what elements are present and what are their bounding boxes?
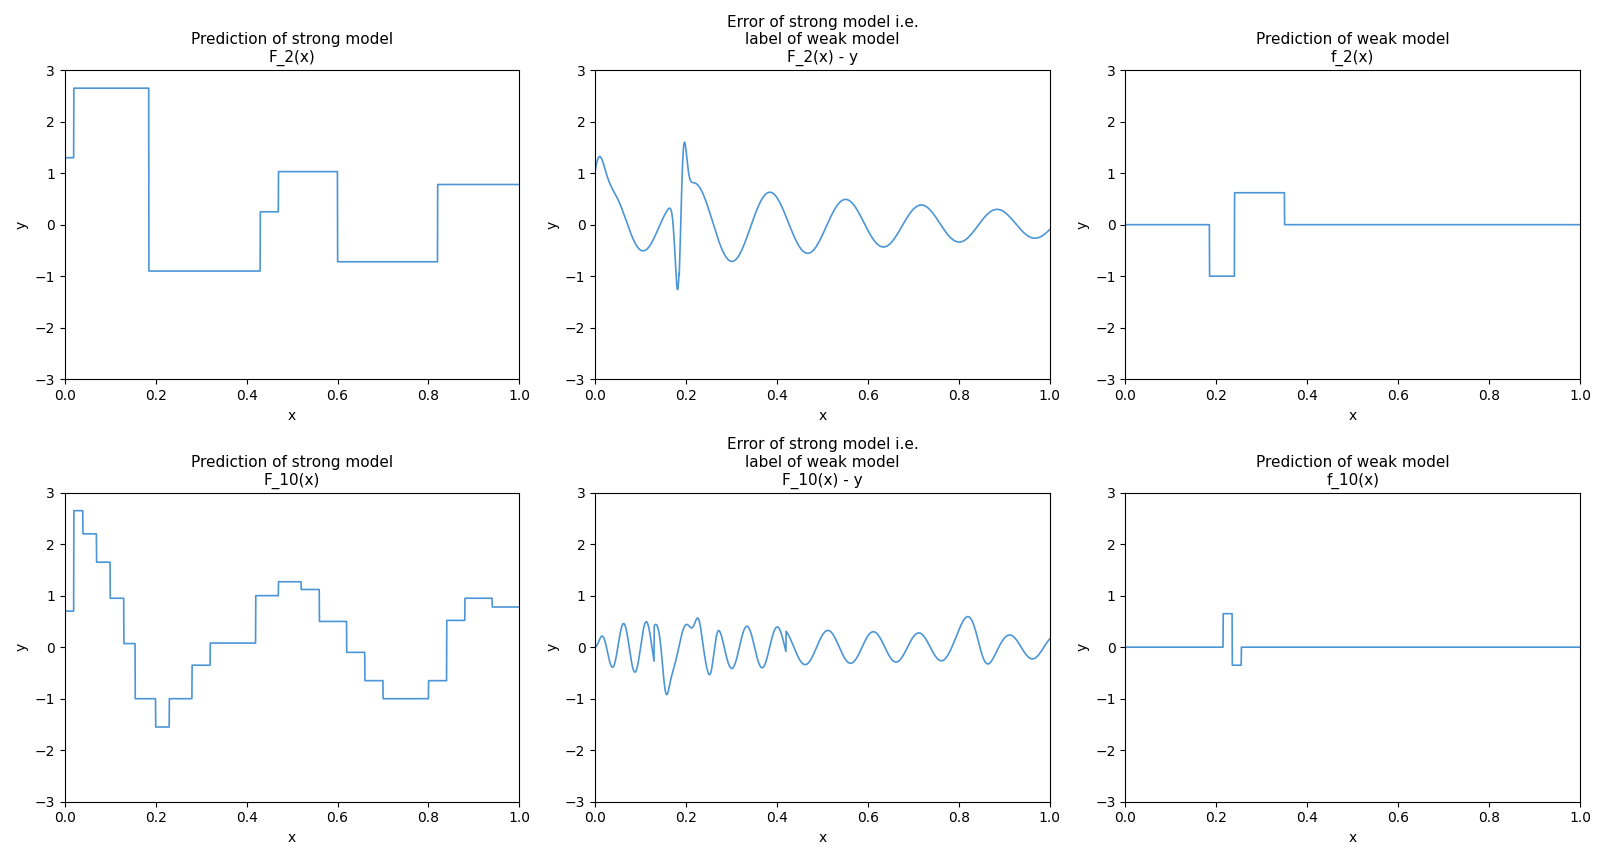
Y-axis label: y: y	[14, 643, 29, 651]
Y-axis label: y: y	[546, 643, 559, 651]
X-axis label: x: x	[287, 831, 295, 845]
Title: Error of strong model i.e.
label of weak model
F_2(x) - y: Error of strong model i.e. label of weak…	[725, 15, 918, 66]
X-axis label: x: x	[1348, 831, 1356, 845]
Title: Prediction of strong model
F_10(x): Prediction of strong model F_10(x)	[191, 455, 393, 488]
Title: Prediction of weak model
f_10(x): Prediction of weak model f_10(x)	[1255, 455, 1449, 488]
X-axis label: x: x	[1348, 408, 1356, 422]
Title: Error of strong model i.e.
label of weak model
F_10(x) - y: Error of strong model i.e. label of weak…	[725, 438, 918, 488]
X-axis label: x: x	[287, 408, 295, 422]
Y-axis label: y: y	[546, 220, 559, 229]
Y-axis label: y: y	[1075, 643, 1088, 651]
X-axis label: x: x	[819, 408, 827, 422]
Title: Prediction of strong model
F_2(x): Prediction of strong model F_2(x)	[191, 33, 393, 66]
Y-axis label: y: y	[1075, 220, 1088, 229]
X-axis label: x: x	[819, 831, 827, 845]
Y-axis label: y: y	[14, 220, 29, 229]
Title: Prediction of weak model
f_2(x): Prediction of weak model f_2(x)	[1255, 33, 1449, 66]
